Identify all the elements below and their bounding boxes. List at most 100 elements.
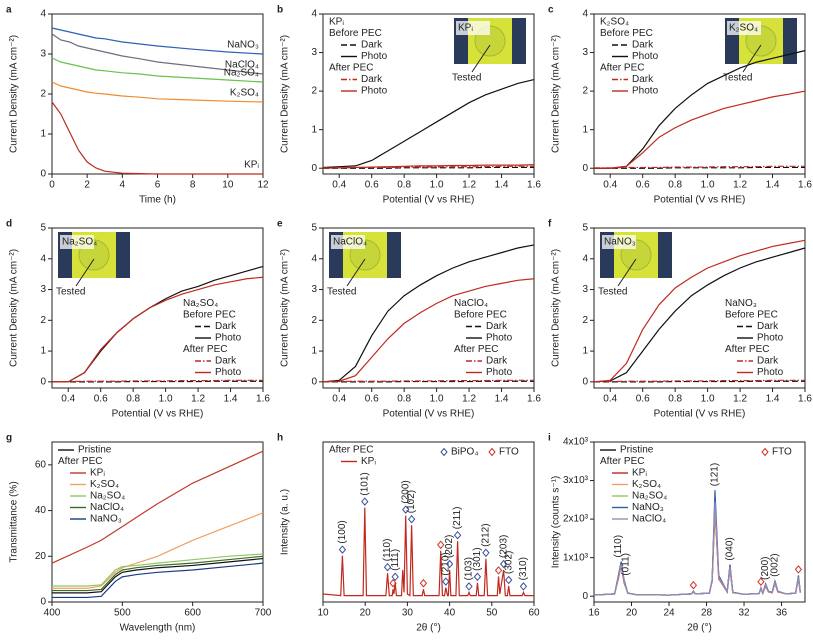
peak-marker xyxy=(361,497,369,506)
x-tick-label: 1.4 xyxy=(495,394,509,405)
peak-marker xyxy=(445,559,454,569)
y-tick-label: 1 xyxy=(311,124,317,135)
peak-label: (211) xyxy=(452,507,463,530)
y-axis-label: Intensity (a. u.) xyxy=(280,489,291,555)
x-axis-label: Potential (V vs RHE) xyxy=(383,409,475,420)
plot-frame xyxy=(593,441,806,603)
peak-marker xyxy=(482,548,490,558)
y-tick-label: 2 xyxy=(40,315,46,326)
peak-marker xyxy=(338,545,347,554)
inset-tag-bg xyxy=(602,235,636,249)
x-tick-label: 1.6 xyxy=(798,180,812,191)
legend-heading: K₂SO₄ xyxy=(600,17,629,28)
x-tick-label: 60 xyxy=(528,608,540,619)
inset-label: NaClO₄ xyxy=(333,237,367,248)
peak-marker xyxy=(453,530,462,540)
peak-marker xyxy=(389,578,397,588)
x-tick-label: 0.6 xyxy=(94,394,108,405)
y-tick-label: 2 xyxy=(582,86,588,97)
series-line xyxy=(594,166,805,169)
x-tick-label: 1.4 xyxy=(495,180,509,191)
y-axis-label: Current Density (mA cm⁻²) xyxy=(9,35,20,153)
series-label: NaClO₄ xyxy=(225,60,259,71)
series-line xyxy=(322,278,535,383)
legend-heading: Before PEC xyxy=(183,310,236,321)
x-tick-label: 16 xyxy=(588,608,600,619)
x-tick-label: 4 xyxy=(120,180,126,191)
inset-arrow xyxy=(346,258,366,287)
series-line xyxy=(593,239,806,383)
y-axis-label: Current Density (mA cm⁻²) xyxy=(9,249,20,367)
inset-note: Tested xyxy=(723,73,752,84)
plot-frame xyxy=(322,227,535,389)
legend-heading: After PEC xyxy=(600,456,644,467)
x-tick-label: 0.4 xyxy=(332,394,346,405)
y-tick-label: 1 xyxy=(40,129,46,140)
x-tick-label: 1.4 xyxy=(224,394,238,405)
legend-heading: Before PEC xyxy=(454,310,507,321)
legend-heading: Before PEC xyxy=(329,28,382,39)
x-tick-label: 10 xyxy=(222,180,234,191)
peak-label: (301) xyxy=(472,547,483,570)
peak-marker xyxy=(391,572,399,582)
y-tick-label: 4 xyxy=(40,9,46,20)
inset-arrow xyxy=(471,44,491,73)
panel-letter: c xyxy=(548,5,554,16)
plot-frame xyxy=(51,227,264,389)
x-axis-label: Potential (V vs RHE) xyxy=(112,409,204,420)
x-tick-label: 1.0 xyxy=(701,394,715,405)
y-tick-label: 4 xyxy=(582,9,588,20)
x-axis-label: Potential (V vs RHE) xyxy=(654,409,746,420)
x-tick-label: 1.4 xyxy=(766,394,780,405)
x-tick-label: 1.6 xyxy=(256,394,270,405)
peak-marker xyxy=(402,505,410,514)
y-tick-label: 1 xyxy=(582,346,588,357)
y-tick-label: 0 xyxy=(40,597,46,608)
panel-letter: b xyxy=(277,5,283,16)
series-line xyxy=(52,276,264,383)
legend-label: KPᵢ xyxy=(361,456,376,467)
inset-tag-bg xyxy=(456,21,490,35)
x-tick-label: 1.6 xyxy=(527,180,541,191)
y-tick-label: 20 xyxy=(35,551,47,562)
marker-legend-symbol xyxy=(488,447,496,457)
series-line xyxy=(594,90,806,169)
peak-label: (100) xyxy=(337,520,348,543)
peak-label: (110) xyxy=(382,539,393,562)
peak-marker xyxy=(494,566,503,575)
series-line xyxy=(594,380,805,383)
x-axis-label: Potential (V vs RHE) xyxy=(383,195,475,206)
y-axis-label: Transmittance (%) xyxy=(9,481,20,562)
legend-heading: Before PEC xyxy=(600,28,653,39)
y-tick-label: 0 xyxy=(40,169,46,180)
x-tick-label: 500 xyxy=(114,608,131,619)
peak-marker xyxy=(499,559,508,569)
legend-label: Dark xyxy=(215,321,237,332)
peak-label: (002) xyxy=(770,553,781,576)
x-tick-label: 28 xyxy=(701,608,713,619)
legend-label: Photo xyxy=(757,333,784,344)
y-tick-label: 0 xyxy=(311,376,317,387)
x-tick-label: 0.6 xyxy=(365,394,379,405)
series-line xyxy=(322,507,534,597)
y-axis-label: Current Density (mA cm⁻²) xyxy=(551,249,562,367)
legend-label: Na₂SO₄ xyxy=(90,491,125,502)
legend-heading: After PEC xyxy=(725,344,769,355)
y-axis-label: Current Density (mA cm⁻²) xyxy=(280,249,291,367)
y-tick-label: 0 xyxy=(582,376,588,387)
inset-tag-bg xyxy=(60,235,94,249)
x-tick-label: 30 xyxy=(402,608,414,619)
peak-label: (203) xyxy=(498,535,509,558)
series-line xyxy=(52,562,264,599)
series-line xyxy=(51,450,264,564)
panel-letter: a xyxy=(6,5,12,16)
inset-tag-bg xyxy=(727,21,761,35)
y-tick-label: 4 xyxy=(582,253,588,264)
peak-marker xyxy=(437,540,445,550)
legend-heading: Before PEC xyxy=(725,310,778,321)
legend-heading: KPᵢ xyxy=(329,17,344,28)
peak-label: (302) xyxy=(503,551,514,574)
peak-label: (200) xyxy=(760,557,771,580)
y-axis-label: Intensity (counts s⁻¹) xyxy=(551,476,562,569)
inset-arrow xyxy=(75,258,95,287)
